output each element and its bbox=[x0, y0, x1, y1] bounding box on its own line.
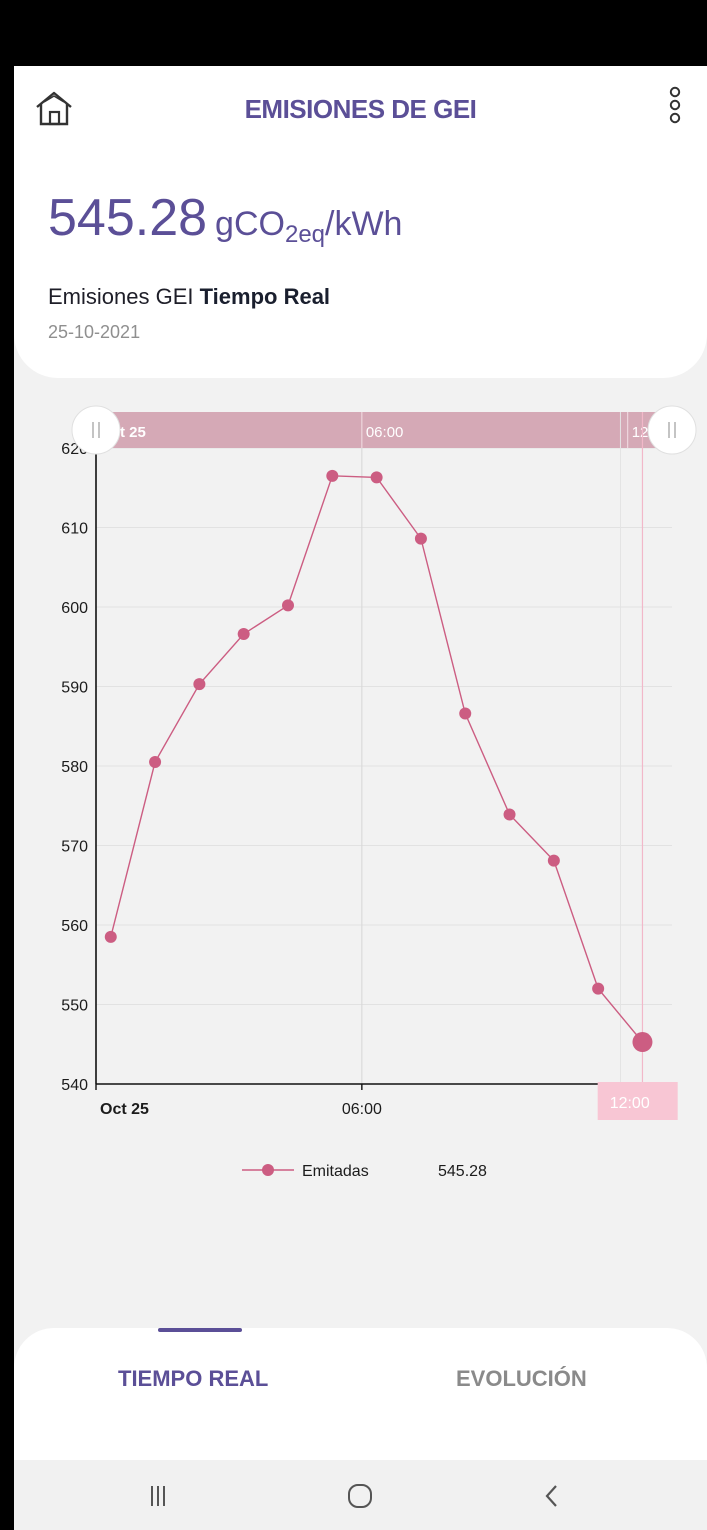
series-point[interactable] bbox=[237, 628, 250, 641]
range-selector-band[interactable] bbox=[96, 412, 672, 448]
y-tick-label: 590 bbox=[61, 680, 88, 697]
series-point[interactable] bbox=[370, 471, 383, 484]
range-selector-label: 06:00 bbox=[366, 424, 404, 441]
unit-subscript: 2eq bbox=[284, 221, 326, 248]
subtitle-mode: Tiempo Real bbox=[199, 284, 331, 309]
recents-icon[interactable] bbox=[136, 1474, 180, 1518]
series-point[interactable] bbox=[503, 808, 516, 821]
y-tick-label: 610 bbox=[61, 521, 88, 538]
y-tick-label: 600 bbox=[61, 600, 88, 617]
y-tick-label: 560 bbox=[61, 918, 88, 935]
series-point-active[interactable] bbox=[632, 1032, 653, 1053]
series-point[interactable] bbox=[282, 599, 294, 612]
range-handle-right[interactable] bbox=[647, 405, 697, 455]
active-tab-indicator bbox=[158, 1328, 242, 1332]
status-bar bbox=[14, 0, 707, 66]
y-tick-label: 550 bbox=[61, 998, 88, 1015]
y-tick-label: 540 bbox=[61, 1077, 88, 1094]
emission-unit: gCO2eq/kWh bbox=[215, 205, 403, 248]
legend-series-value: 545.28 bbox=[438, 1163, 487, 1180]
page-title: EMISIONES DE GEI bbox=[244, 94, 477, 124]
series-line-emitadas bbox=[110, 475, 644, 1043]
crosshair-label-box bbox=[597, 1082, 678, 1120]
subtitle-prefix: Emisiones GEI bbox=[48, 284, 194, 309]
series-point[interactable] bbox=[414, 532, 427, 545]
header-card: EMISIONES DE GEI 545.28 gCO2eq/kWh Emisio… bbox=[14, 66, 707, 378]
reading-subtitle: Emisiones GEI Tiempo Real bbox=[48, 284, 330, 310]
crosshair-label: 12:00 bbox=[610, 1095, 650, 1112]
series-point[interactable] bbox=[104, 930, 117, 943]
x-tick-label: 06:00 bbox=[342, 1101, 382, 1118]
y-tick-label: 580 bbox=[61, 759, 88, 776]
tab-tiempo-real[interactable]: TIEMPO REAL bbox=[118, 1366, 269, 1391]
current-emission-reading: 545.28 gCO2eq/kWh bbox=[48, 188, 402, 249]
series-point[interactable] bbox=[459, 707, 472, 720]
x-tick-label: Oct 25 bbox=[100, 1101, 149, 1118]
unit-prefix: gCO bbox=[215, 205, 285, 243]
range-handle-left[interactable] bbox=[71, 405, 121, 455]
legend-marker bbox=[262, 1164, 274, 1176]
series-point[interactable] bbox=[592, 982, 605, 995]
bottom-tab-bar: TIEMPO REAL EVOLUCIÓN bbox=[14, 1328, 707, 1460]
tab-evolucion[interactable]: EVOLUCIÓN bbox=[456, 1366, 587, 1391]
series-point[interactable] bbox=[193, 678, 206, 691]
y-tick-label: 570 bbox=[61, 839, 88, 856]
series-point[interactable] bbox=[149, 756, 162, 769]
system-navigation-bar bbox=[14, 1460, 707, 1530]
app-screen: EMISIONES DE GEI 545.28 gCO2eq/kWh Emisio… bbox=[14, 0, 707, 1530]
emission-value: 545.28 bbox=[48, 189, 208, 247]
back-chevron-icon[interactable] bbox=[530, 1474, 574, 1518]
reading-date: 25-10-2021 bbox=[48, 322, 141, 342]
unit-suffix: /kWh bbox=[325, 205, 403, 243]
legend-series-name: Emitadas bbox=[302, 1163, 369, 1180]
series-point[interactable] bbox=[547, 854, 560, 867]
circle-home-icon[interactable] bbox=[338, 1474, 382, 1518]
home-icon[interactable] bbox=[32, 86, 76, 130]
series-point[interactable] bbox=[326, 469, 339, 482]
more-vertical-icon[interactable] bbox=[663, 84, 687, 130]
